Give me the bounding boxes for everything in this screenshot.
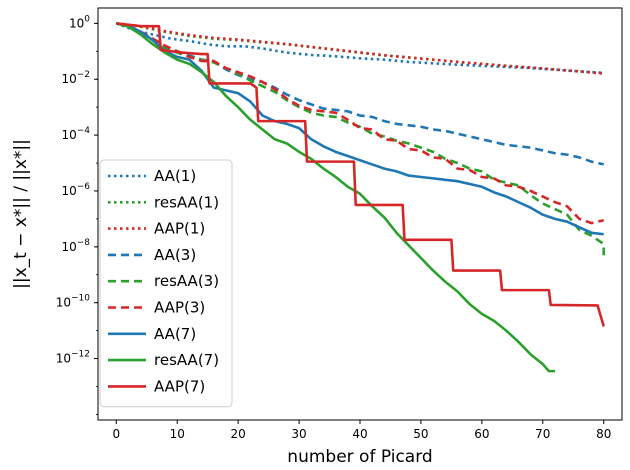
legend: AA(1) resAA(1) AAP(1) AA(3) resAA(3) AAP(3) AA…: [99, 159, 233, 408]
legend-label-aap-1: AAP(1): [154, 220, 205, 238]
series-line-aap-3: [115, 22, 605, 225]
legend-label-resaa-3: resAA(3): [154, 272, 219, 290]
legend-label-aa-7: AA(7): [154, 325, 196, 343]
legend-label-resaa-1: resAA(1): [154, 193, 219, 211]
series-line-resaa-7: [115, 22, 555, 373]
series-line-aap-1: [116, 22, 604, 75]
series-layer: [115, 22, 606, 373]
x-tick-label: 20: [230, 427, 245, 441]
legend-box: [99, 159, 233, 408]
x-tick-label: 80: [596, 427, 611, 441]
series-line-aa-3: [115, 22, 605, 166]
legend-label-aa-1: AA(1): [154, 167, 196, 185]
x-tick-label: 40: [352, 427, 367, 441]
y-axis-label: ||x_t − x*|| / ||x*||: [11, 139, 31, 289]
legend-label-resaa-7: resAA(7): [154, 351, 219, 369]
series-line-aa-1: [115, 22, 604, 75]
x-tick-label: 0: [112, 427, 120, 441]
legend-label-aap-7: AAP(7): [154, 377, 205, 395]
legend-label-aap-3: AAP(3): [154, 299, 205, 317]
x-tick-label: 30: [291, 427, 306, 441]
x-tick-label: 70: [535, 427, 550, 441]
x-tick-label: 10: [170, 427, 185, 441]
x-tick-label: 50: [413, 427, 428, 441]
series-line-aap-7: [116, 22, 605, 327]
series-line-aa-7: [115, 22, 604, 236]
x-axis: 0 10 20 30 40 50 60 70 80: [112, 420, 611, 441]
x-axis-label: number of Picard: [287, 447, 432, 467]
x-tick-label: 60: [474, 427, 489, 441]
legend-label-aa-3: AA(3): [154, 246, 196, 264]
